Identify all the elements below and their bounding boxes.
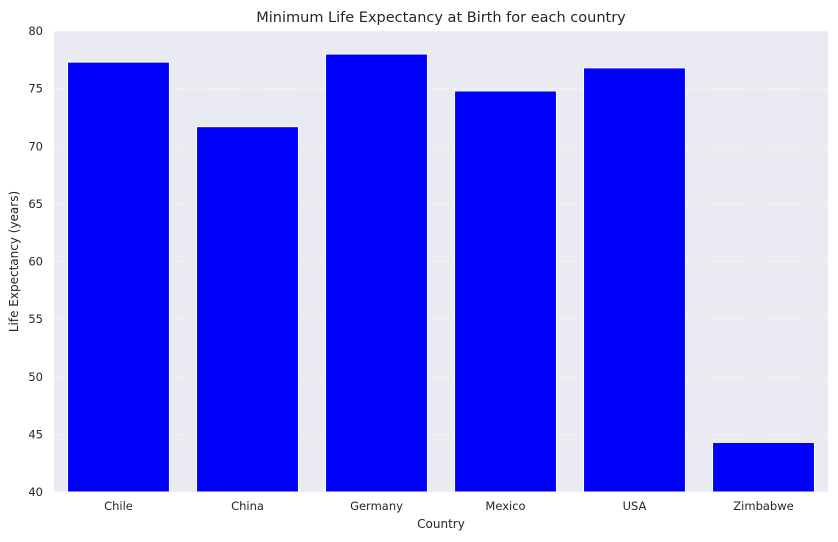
y-tick-label: 65 [28, 197, 43, 211]
bar-chile [67, 61, 170, 493]
bar-zimbabwe [712, 441, 815, 493]
bar-germany [325, 53, 428, 493]
x-tick-label: Mexico [485, 499, 525, 513]
y-tick-label: 40 [28, 485, 43, 499]
y-tick-label: 60 [28, 255, 43, 269]
x-axis-label: Country [417, 517, 465, 531]
bar-usa [583, 67, 686, 493]
y-tick-label: 70 [28, 139, 43, 153]
y-tick-label: 80 [28, 24, 43, 38]
x-tick-label: China [231, 499, 264, 513]
chart-title: Minimum Life Expectancy at Birth for eac… [256, 10, 626, 26]
y-axis-label: Life Expectancy (years) [7, 191, 21, 332]
y-tick-label: 55 [28, 312, 43, 326]
y-tick-label: 75 [28, 82, 43, 96]
x-tick-label: Chile [104, 499, 133, 513]
x-tick-label: USA [623, 499, 647, 513]
x-axis-ticks: Chile China Germany Mexico USA Zimbabwe [104, 499, 794, 513]
gridlines [54, 30, 828, 493]
x-tick-label: Germany [350, 499, 403, 513]
bar-mexico [454, 90, 557, 493]
bars [67, 53, 815, 493]
y-tick-label: 50 [28, 370, 43, 384]
y-axis-ticks: 40 45 50 55 60 65 70 75 80 [28, 24, 43, 499]
bar-china [196, 126, 299, 493]
y-tick-label: 45 [28, 427, 43, 441]
x-tick-label: Zimbabwe [733, 499, 793, 513]
